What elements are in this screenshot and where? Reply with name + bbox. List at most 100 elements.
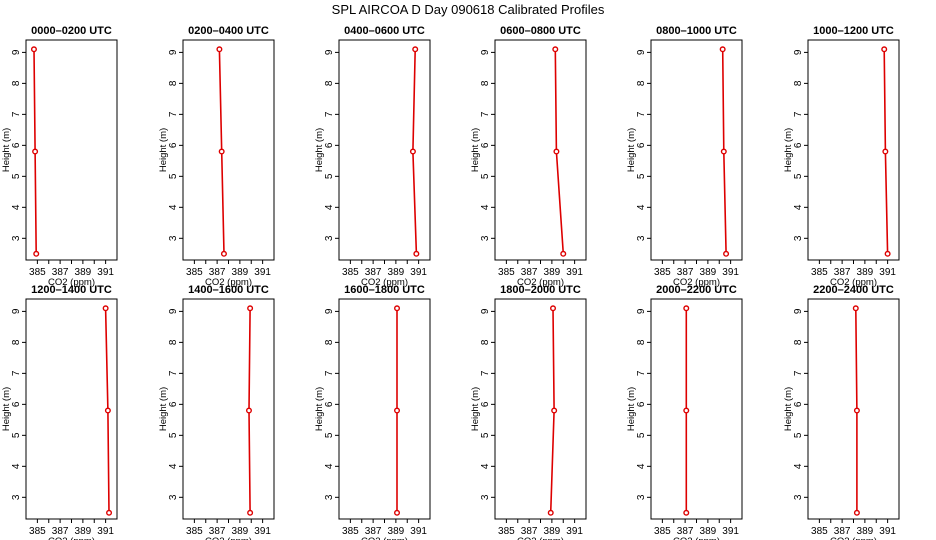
x-tick-label: 385 — [811, 526, 828, 537]
profile-point — [683, 305, 690, 312]
plot-frame — [182, 298, 275, 520]
panel-title: 0200–0400 UTC — [188, 25, 269, 37]
y-tick-label: 3 — [793, 235, 804, 241]
y-tick-label: 4 — [636, 463, 647, 469]
x-axis-label: CO2 (ppm) — [361, 277, 408, 288]
panel-title: 1400–1600 UTC — [188, 284, 269, 296]
y-tick-label: 5 — [480, 432, 491, 438]
profile-point — [30, 46, 37, 53]
x-tick-label: 385 — [342, 526, 359, 537]
y-axis-label: Height (m) — [783, 128, 794, 172]
profile-point — [853, 407, 860, 414]
profile-point — [33, 250, 40, 257]
y-tick-label: 8 — [168, 80, 179, 86]
y-tick-label: 4 — [636, 204, 647, 210]
profile-point — [412, 46, 419, 53]
profile-point — [683, 509, 690, 516]
x-tick-label: 387 — [365, 526, 382, 537]
y-tick-label: 3 — [324, 494, 335, 500]
y-axis-label: Height (m) — [158, 387, 169, 431]
x-tick-label: 389 — [75, 267, 92, 278]
y-tick-label: 5 — [11, 432, 22, 438]
profile-point — [552, 46, 559, 53]
y-tick-label: 9 — [480, 49, 491, 55]
y-tick-label: 5 — [636, 432, 647, 438]
profile-point — [247, 509, 254, 516]
x-tick-label: 389 — [544, 526, 561, 537]
profile-point — [723, 250, 730, 257]
y-tick-label: 7 — [793, 111, 804, 117]
profile-point — [719, 46, 726, 53]
x-tick-label: 387 — [209, 267, 226, 278]
y-tick-label: 8 — [793, 80, 804, 86]
x-tick-label: 389 — [388, 526, 405, 537]
x-tick-label: 385 — [342, 267, 359, 278]
panel-title: 2000–2200 UTC — [656, 284, 737, 296]
y-tick-label: 3 — [11, 494, 22, 500]
profile-panel: 0400–0600 UTC 385 387 389 391 3 4 5 6 7 8 9 CO2 (ppm… — [314, 25, 431, 288]
y-tick-label: 7 — [480, 111, 491, 117]
x-tick-label: 387 — [677, 267, 694, 278]
x-tick-label: 391 — [722, 526, 739, 537]
y-tick-label: 8 — [636, 80, 647, 86]
profile-panel: 0800–1000 UTC 385 387 389 391 3 4 5 6 7 8 9 CO2 (ppm… — [626, 25, 743, 288]
y-tick-label: 8 — [324, 339, 335, 345]
y-tick-label: 9 — [11, 49, 22, 55]
x-tick-label: 389 — [232, 267, 249, 278]
x-axis-label: CO2 (ppm) — [830, 536, 877, 540]
y-tick-label: 4 — [793, 463, 804, 469]
figure-title: SPL AIRCOA D Day 090618 Calibrated Profi… — [332, 2, 605, 17]
y-axis-label: Height (m) — [626, 128, 637, 172]
plot-frame — [650, 298, 743, 520]
y-tick-label: 3 — [636, 235, 647, 241]
y-tick-label: 8 — [480, 80, 491, 86]
x-tick-label: 389 — [544, 267, 561, 278]
y-tick-label: 7 — [636, 111, 647, 117]
x-axis-label: CO2 (ppm) — [205, 536, 252, 540]
y-tick-label: 6 — [11, 142, 22, 148]
y-tick-label: 6 — [793, 142, 804, 148]
y-tick-label: 7 — [480, 370, 491, 376]
x-tick-label: 389 — [75, 526, 92, 537]
profile-panel: 1200–1400 UTC 385 387 389 391 3 4 5 6 7 8 9 CO2 (ppm… — [1, 284, 118, 540]
plot-frame — [807, 298, 900, 520]
x-tick-label: 391 — [879, 526, 896, 537]
x-tick-label: 391 — [254, 267, 271, 278]
x-tick-label: 391 — [566, 267, 583, 278]
y-axis-label: Height (m) — [470, 128, 481, 172]
y-tick-label: 3 — [324, 235, 335, 241]
plot-frame — [650, 39, 743, 261]
y-tick-label: 7 — [636, 370, 647, 376]
y-tick-label: 7 — [11, 370, 22, 376]
y-tick-label: 8 — [480, 339, 491, 345]
plot-frame — [494, 39, 587, 261]
profile-point — [852, 305, 859, 312]
x-axis-label: CO2 (ppm) — [517, 277, 564, 288]
y-tick-label: 8 — [636, 339, 647, 345]
y-tick-label: 9 — [793, 308, 804, 314]
y-tick-label: 6 — [636, 401, 647, 407]
y-tick-label: 9 — [636, 308, 647, 314]
y-tick-label: 8 — [11, 339, 22, 345]
panel-title: 0000–0200 UTC — [31, 25, 112, 37]
panel-title: 1200–1400 UTC — [31, 284, 112, 296]
x-tick-label: 389 — [700, 267, 717, 278]
profile-point — [106, 509, 113, 516]
panel-title: 2200–2400 UTC — [813, 284, 894, 296]
x-tick-label: 385 — [186, 267, 203, 278]
y-tick-label: 6 — [324, 142, 335, 148]
y-tick-label: 3 — [636, 494, 647, 500]
y-tick-label: 5 — [324, 173, 335, 179]
panel-title: 0800–1000 UTC — [656, 25, 737, 37]
profile-panel: 0000–0200 UTC 385 387 389 391 3 4 5 6 7 8 9 CO2 (ppm… — [1, 25, 118, 288]
x-axis-label: CO2 (ppm) — [48, 277, 95, 288]
panel-title: 1800–2000 UTC — [500, 284, 581, 296]
plot-frame — [338, 298, 431, 520]
x-tick-label: 391 — [410, 267, 427, 278]
y-tick-label: 9 — [324, 308, 335, 314]
x-tick-label: 387 — [521, 526, 538, 537]
y-axis-label: Height (m) — [1, 387, 12, 431]
y-tick-label: 9 — [480, 308, 491, 314]
profile-point — [553, 148, 560, 155]
y-tick-label: 7 — [324, 111, 335, 117]
